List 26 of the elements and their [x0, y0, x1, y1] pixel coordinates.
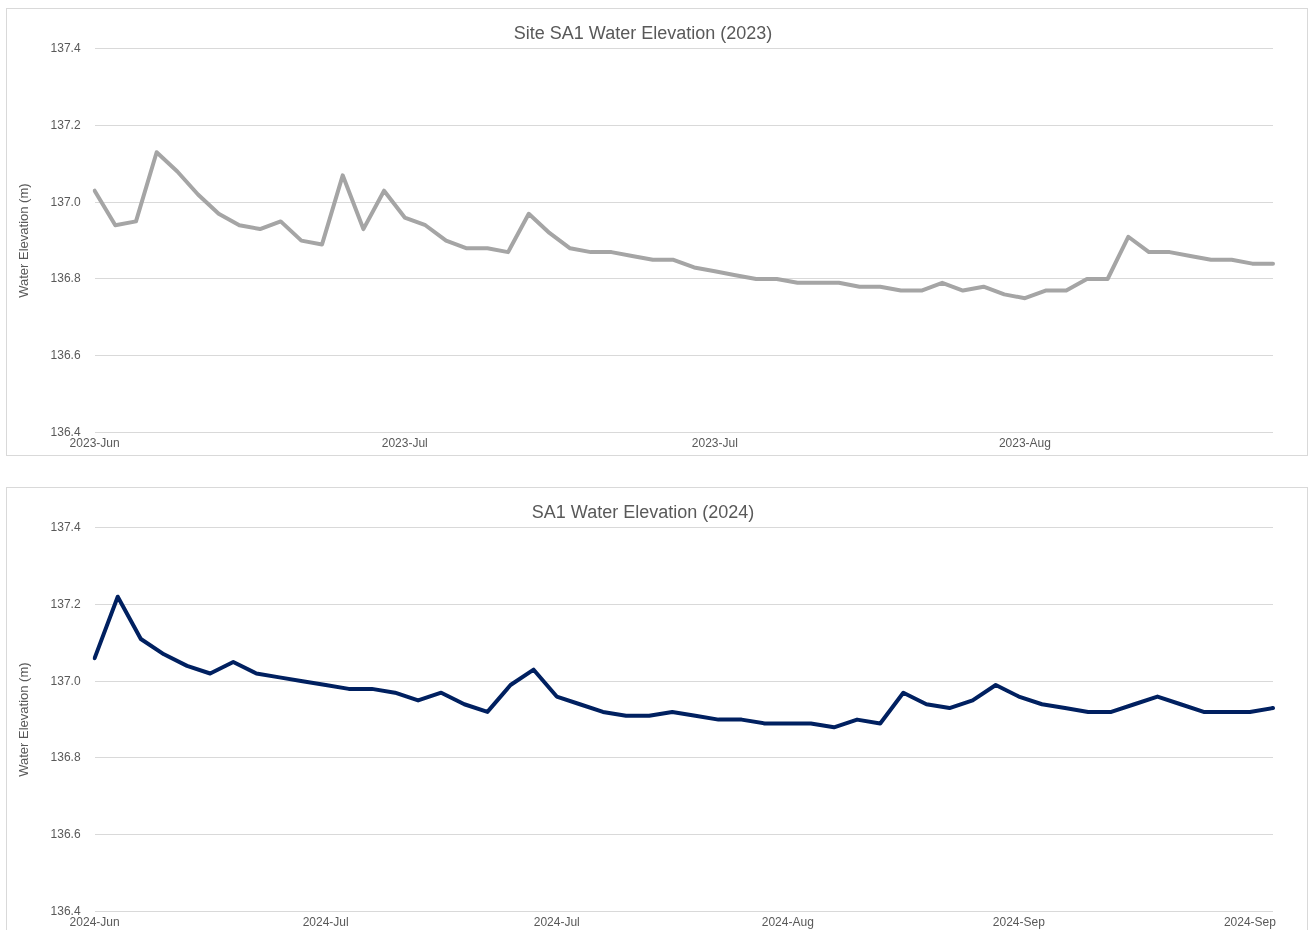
y-tick-label: 137.4: [50, 40, 81, 55]
x-tick-label: 2024-Jul: [302, 915, 349, 930]
y-tick-label: 137.0: [50, 194, 81, 209]
y-tick-label: 136.6: [50, 348, 81, 363]
x-tick-label: 2024-Sep: [1223, 915, 1277, 930]
y-tick-label: 137.0: [50, 673, 81, 688]
y-tick-label: 136.6: [50, 827, 81, 842]
y-tick-label: 137.4: [50, 519, 81, 534]
y-tick-label: 136.4: [50, 903, 81, 918]
y-tick-label: 136.8: [50, 750, 81, 765]
y-tick-label: 137.2: [50, 117, 81, 132]
x-tick-label: 2024-Aug: [761, 915, 814, 930]
x-tick-label: 2024-Jul: [533, 915, 580, 930]
chart-title: Site SA1 Water Elevation (2023): [513, 22, 773, 43]
y-axis-title: Water Elevation (m): [16, 662, 32, 777]
y-tick-label: 136.4: [50, 424, 81, 439]
x-tick-label: 2023-Jul: [381, 436, 428, 451]
y-tick-label: 136.8: [50, 271, 81, 286]
x-tick-label: 2024-Sep: [992, 915, 1046, 930]
x-tick-label: 2024-Jun: [69, 915, 120, 930]
x-tick-label: 2023-Jul: [691, 436, 738, 451]
y-axis-title: Water Elevation (m): [16, 183, 32, 298]
x-tick-label: 2023-Aug: [998, 436, 1051, 451]
chart-title: SA1 Water Elevation (2024): [531, 501, 755, 522]
x-tick-label: 2023-Jun: [69, 436, 120, 451]
y-tick-label: 137.2: [50, 596, 81, 611]
